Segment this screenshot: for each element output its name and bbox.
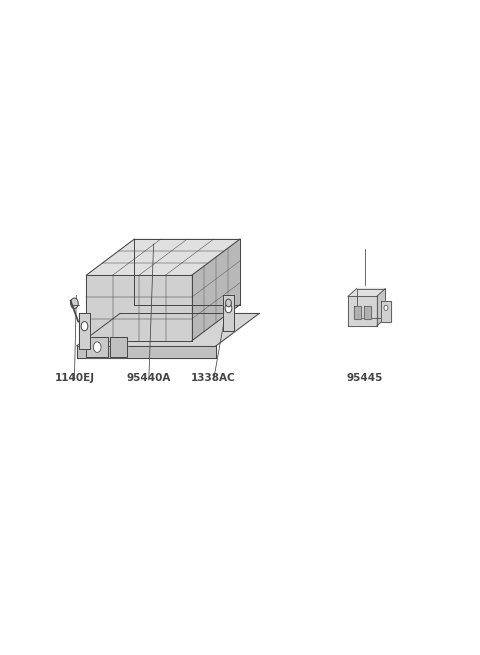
Polygon shape [79,313,90,349]
Polygon shape [86,337,108,357]
Text: 95445: 95445 [347,373,383,383]
Text: 1338AC: 1338AC [192,373,236,383]
Polygon shape [77,346,216,358]
Circle shape [384,305,388,310]
Circle shape [71,298,78,309]
Circle shape [93,342,101,352]
Polygon shape [381,301,391,322]
Polygon shape [192,239,240,341]
Polygon shape [223,295,234,331]
Polygon shape [86,275,192,341]
Polygon shape [348,288,385,296]
Polygon shape [364,306,371,319]
Text: 1140EJ: 1140EJ [54,373,95,383]
Polygon shape [348,296,377,326]
Text: 95440A: 95440A [127,373,171,383]
Polygon shape [77,314,259,346]
Polygon shape [86,239,240,275]
Circle shape [225,304,232,313]
Circle shape [81,322,88,331]
Polygon shape [377,288,385,326]
Circle shape [226,299,231,307]
Polygon shape [354,306,361,319]
Polygon shape [110,337,127,357]
